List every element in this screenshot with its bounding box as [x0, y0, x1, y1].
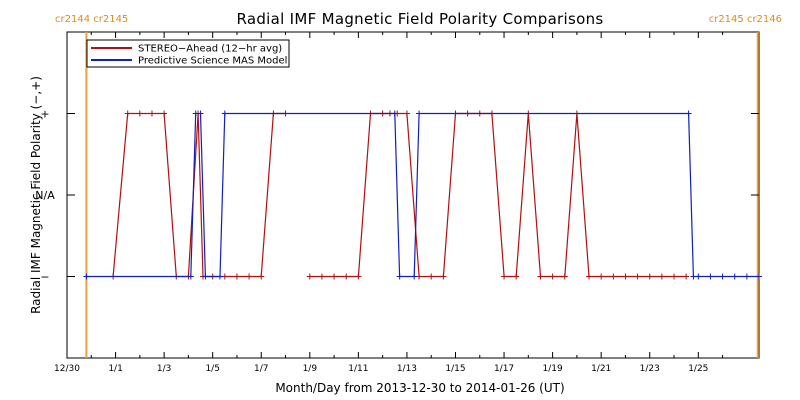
data-point-marker [671, 273, 678, 280]
series-line-mas-model [86, 112, 759, 278]
data-point-marker [685, 110, 692, 117]
data-point-marker [161, 110, 168, 117]
data-point-marker [416, 110, 423, 117]
data-point-marker [331, 273, 338, 280]
data-point-marker [202, 273, 209, 280]
data-point-marker [501, 273, 508, 280]
legend-entry-label: STEREO−Ahead (12−hr avg) [138, 44, 282, 55]
data-point-marker [136, 110, 143, 117]
y-tick-label: − [40, 271, 49, 284]
data-point-marker [513, 273, 520, 280]
data-point-marker [537, 273, 544, 280]
data-point-marker [756, 273, 762, 280]
y-tick-label: N/A [35, 189, 55, 202]
x-tick-label: 1/23 [640, 364, 660, 374]
y-axis: + N/A − [35, 108, 759, 284]
x-tick-label: 1/3 [157, 364, 171, 374]
data-point-marker [343, 273, 350, 280]
x-tick-label: 1/17 [494, 364, 514, 374]
data-point-marker [549, 273, 556, 280]
data-point-marker [610, 273, 617, 280]
data-point-marker [440, 273, 447, 280]
data-point-marker [561, 273, 568, 280]
legend-box [86, 39, 290, 68]
data-point-marker [707, 273, 714, 280]
data-point-marker [411, 273, 418, 280]
data-point-marker [743, 273, 750, 280]
x-tick-label: 1/9 [303, 364, 318, 374]
y-axis-label: Radial IMF Magnetic Field Polarity (−,+) [29, 76, 43, 314]
data-point-marker [187, 273, 194, 280]
x-tick-label: 1/25 [688, 364, 708, 374]
data-point-marker [598, 273, 605, 280]
data-point-marker [634, 273, 641, 280]
data-point-marker [258, 273, 265, 280]
data-point-marker [148, 110, 155, 117]
series-line-stereo-ahead [112, 112, 286, 278]
data-point-marker [216, 273, 223, 280]
data-point-marker [124, 110, 131, 117]
data-point-marker [396, 273, 403, 280]
data-point-marker [318, 273, 325, 280]
x-tick-label: 1/5 [205, 364, 219, 374]
data-point-marker [246, 273, 253, 280]
x-tick-label: 1/19 [543, 364, 563, 374]
x-tick-label: 1/7 [254, 364, 268, 374]
data-point-marker [391, 110, 398, 117]
x-tick-label: 1/1 [108, 364, 122, 374]
data-point-marker [355, 273, 362, 280]
carrington-labels: cr2144 cr2145 cr2145 cr2146 [55, 14, 782, 25]
x-tick-label: 1/11 [348, 364, 368, 374]
data-point-marker [622, 273, 629, 280]
y-tick-label: + [40, 108, 49, 121]
x-tick-label: 1/21 [591, 364, 611, 374]
data-point-marker [403, 110, 410, 117]
data-point-marker [306, 273, 313, 280]
carrington-label: cr2145 cr2146 [709, 14, 782, 25]
data-point-marker [658, 273, 665, 280]
legend-entry-label: Predictive Science MAS Model [138, 56, 287, 67]
x-tick-label: 1/15 [445, 364, 465, 374]
x-tick-label: 12/30 [54, 364, 80, 374]
data-point-marker [586, 273, 593, 280]
legend: STEREO−Ahead (12−hr avg)Predictive Scien… [86, 39, 290, 68]
data-point-marker [233, 273, 240, 280]
x-axis-label: Month/Day from 2013-12-30 to 2014-01-26 … [275, 381, 564, 395]
data-point-marker [646, 273, 653, 280]
data-point-marker [719, 273, 726, 280]
data-point-marker [731, 273, 738, 280]
data-point-marker [683, 273, 690, 280]
data-point-marker [221, 110, 228, 117]
data-point-marker [428, 273, 435, 280]
x-axis: 12/30 1/1 1/3 1/5 1/7 1/9 1/11 1/13 1/15 1/17 1/19… [54, 32, 724, 374]
data-point-marker [695, 273, 702, 280]
data-point-marker [83, 273, 90, 280]
series-layer [83, 110, 762, 280]
data-point-marker [197, 110, 204, 117]
series-line-stereo-ahead [309, 112, 687, 278]
chart-title: Radial IMF Magnetic Field Polarity Compa… [236, 10, 603, 28]
carrington-label: cr2144 cr2145 [55, 14, 128, 25]
x-tick-label: 1/13 [397, 364, 417, 374]
carrington-markers [85, 32, 759, 358]
